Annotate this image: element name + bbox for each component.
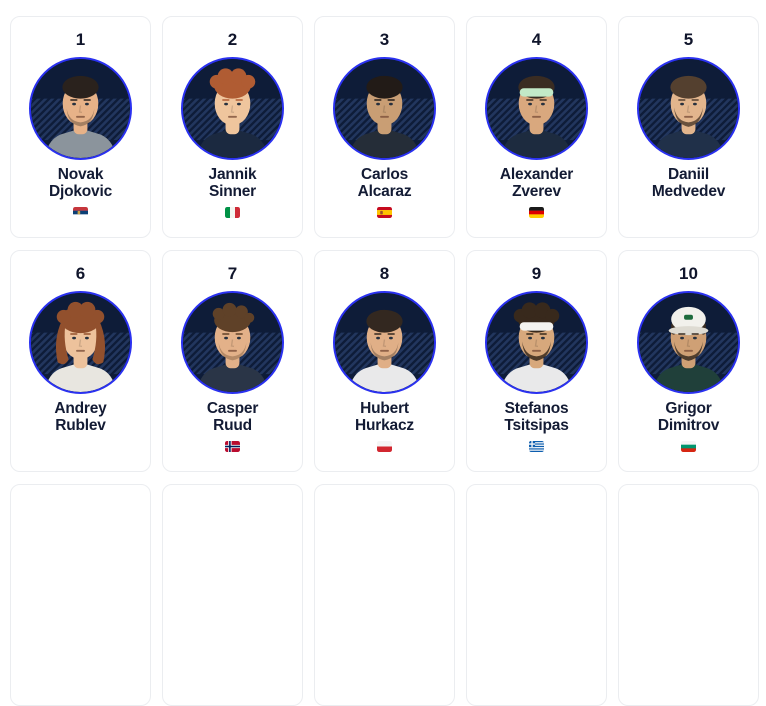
player-avatar xyxy=(637,57,740,160)
player-last-name: Rublev xyxy=(55,416,106,434)
greece-flag xyxy=(529,441,544,452)
player-first-name: Jannik xyxy=(208,166,257,183)
rank-label: 1 xyxy=(75,30,86,49)
player-first-name: Novak xyxy=(57,166,104,183)
player-card[interactable]: 10 Grigor Dimitrov xyxy=(618,250,759,472)
serbia-flag xyxy=(73,207,88,218)
rankings-row-1: 1 Novak Djokovic 2 Jannik Sinner 3 Carlo… xyxy=(10,16,766,238)
player-card[interactable]: 5 Daniil Medvedev xyxy=(618,16,759,238)
rank-label: 10 xyxy=(679,264,698,283)
rank-label: 4 xyxy=(531,30,542,49)
bulgaria-flag xyxy=(681,441,696,452)
player-card[interactable]: 6 Andrey Rublev xyxy=(10,250,151,472)
rankings-row-3-partial xyxy=(10,484,766,706)
player-last-name: Dimitrov xyxy=(657,416,720,434)
rankings-row-2: 6 Andrey Rublev 7 Casper Ruud 8 Hubert H… xyxy=(10,250,766,472)
player-last-name: Alcaraz xyxy=(357,182,412,200)
player-avatar xyxy=(485,291,588,394)
player-last-name: Medvedev xyxy=(651,182,726,200)
player-first-name: Daniil xyxy=(667,166,709,183)
player-avatar xyxy=(333,291,436,394)
player-avatar xyxy=(485,57,588,160)
player-avatar xyxy=(29,291,132,394)
player-first-name: Stefanos xyxy=(504,400,569,417)
player-avatar xyxy=(29,57,132,160)
player-last-name: Hurkacz xyxy=(355,416,414,434)
rank-label: 3 xyxy=(379,30,390,49)
player-name: Jannik Sinner xyxy=(208,166,257,200)
rank-label: 5 xyxy=(683,30,694,49)
player-name: Grigor Dimitrov xyxy=(657,400,720,434)
player-name: Alexander Zverev xyxy=(499,166,574,200)
player-name: Casper Ruud xyxy=(206,400,259,434)
player-card[interactable]: 9 Stefanos Tsitsipas xyxy=(466,250,607,472)
player-avatar xyxy=(181,291,284,394)
spain-flag xyxy=(377,207,392,218)
player-first-name: Casper xyxy=(206,400,259,417)
player-last-name: Tsitsipas xyxy=(504,416,569,434)
norway-flag xyxy=(225,441,240,452)
player-first-name: Carlos xyxy=(360,166,409,183)
player-last-name: Djokovic xyxy=(48,182,112,200)
player-card-partial[interactable] xyxy=(618,484,759,706)
player-card[interactable]: 4 Alexander Zverev xyxy=(466,16,607,238)
rank-label: 7 xyxy=(227,264,238,283)
poland-flag xyxy=(377,441,392,452)
player-first-name: Alexander xyxy=(499,166,574,183)
player-card[interactable]: 3 Carlos Alcaraz xyxy=(314,16,455,238)
player-card-partial[interactable] xyxy=(314,484,455,706)
player-card-partial[interactable] xyxy=(10,484,151,706)
player-name: Andrey Rublev xyxy=(54,400,107,434)
rank-label: 9 xyxy=(531,264,542,283)
player-name: Stefanos Tsitsipas xyxy=(504,400,569,434)
player-card[interactable]: 1 Novak Djokovic xyxy=(10,16,151,238)
player-avatar xyxy=(333,57,436,160)
player-first-name: Andrey xyxy=(54,400,107,417)
player-last-name: Ruud xyxy=(213,416,252,434)
player-card-partial[interactable] xyxy=(466,484,607,706)
player-first-name: Grigor xyxy=(665,400,712,417)
player-card[interactable]: 7 Casper Ruud xyxy=(162,250,303,472)
italy-flag xyxy=(225,207,240,218)
player-name: Carlos Alcaraz xyxy=(357,166,412,200)
player-first-name: Hubert xyxy=(360,400,409,417)
player-card[interactable]: 8 Hubert Hurkacz xyxy=(314,250,455,472)
rank-label: 6 xyxy=(75,264,86,283)
player-name: Hubert Hurkacz xyxy=(355,400,414,434)
player-card-partial[interactable] xyxy=(162,484,303,706)
player-name: Novak Djokovic xyxy=(48,166,112,200)
rank-label: 8 xyxy=(379,264,390,283)
player-last-name: Sinner xyxy=(208,182,257,200)
rank-label: 2 xyxy=(227,30,238,49)
player-avatar xyxy=(181,57,284,160)
player-avatar xyxy=(637,291,740,394)
germany-flag xyxy=(529,207,544,218)
player-card[interactable]: 2 Jannik Sinner xyxy=(162,16,303,238)
player-last-name: Zverev xyxy=(512,182,561,200)
player-name: Daniil Medvedev xyxy=(651,166,726,200)
